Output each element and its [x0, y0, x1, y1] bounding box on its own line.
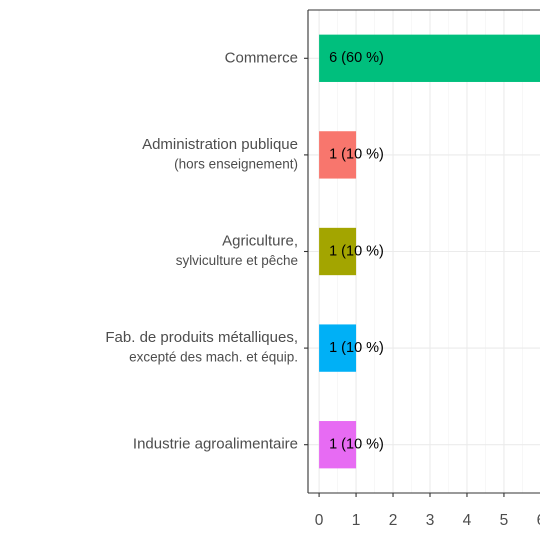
y-tick-label: Industrie agroalimentaire [133, 436, 298, 453]
x-tick-label: 1 [352, 512, 361, 529]
x-tick-label: 3 [426, 512, 435, 529]
x-tick-label: 5 [500, 512, 509, 529]
value-label: 1 (10 %) [329, 437, 384, 453]
bar [319, 421, 357, 469]
bar [319, 34, 540, 82]
x-tick-label: 6 [537, 512, 540, 529]
y-tick-label: excepté des mach. et équip. [129, 350, 298, 365]
y-tick-label: Agriculture, [222, 232, 298, 249]
y-tick-label: Administration publique [142, 136, 298, 153]
y-tick-label: Commerce [225, 49, 298, 66]
y-tick-label: sylviculture et pêche [176, 253, 298, 268]
x-tick-label: 2 [389, 512, 398, 529]
bar [319, 324, 357, 372]
value-label: 1 (10 %) [329, 147, 384, 163]
y-tick-label: Fab. de produits métalliques, [105, 329, 298, 346]
value-label: 1 (10 %) [329, 340, 384, 356]
x-tick-label: 0 [315, 512, 324, 529]
bar [319, 227, 357, 276]
bar [319, 131, 357, 179]
value-label: 1 (10 %) [329, 243, 384, 259]
value-label: 6 (60 %) [329, 50, 384, 66]
y-tick-label: (hors enseignement) [174, 156, 298, 171]
x-tick-label: 4 [463, 512, 472, 529]
